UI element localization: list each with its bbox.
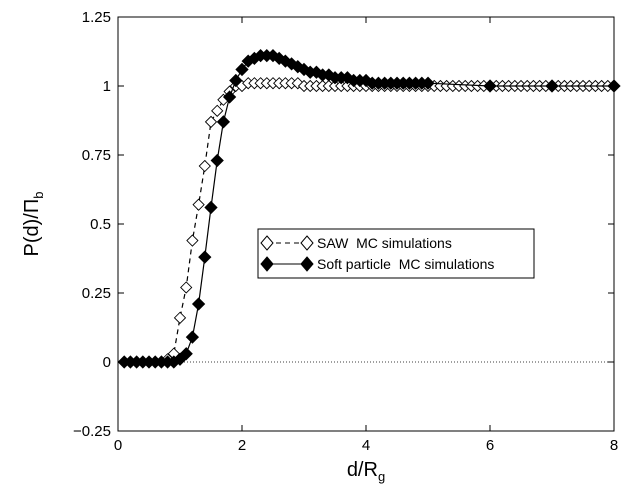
soft-particle-point [198,250,212,264]
legend: SAW MC simulations Soft particle MC simu… [257,228,535,279]
saw-point [192,198,205,211]
y-tick-label: −0.25 [73,423,111,440]
legend-marker-soft-right [300,256,314,272]
y-tick-label: 0.25 [82,285,111,302]
legend-marker-saw-right [300,235,314,251]
soft-particle-point [483,79,497,93]
x-tick-label: 4 [362,437,370,454]
y-tick-label: 1 [103,78,111,95]
soft-particle-point [216,115,231,129]
saw-point [173,311,187,324]
legend-label-soft: Soft particle MC simulations [317,256,494,272]
soft-particle-point [204,200,218,215]
soft-particle-point [179,347,193,361]
y-tick-label: 0.5 [90,216,111,233]
y-axis-title: P(d)/Πb [21,191,46,256]
saw-point [180,281,193,294]
y-tick-label: 0.75 [82,147,111,164]
soft-particle-point [191,297,206,311]
x-tick-label: 2 [238,437,246,454]
y-tick-label: 1.25 [82,9,111,26]
soft-particle-point [607,79,621,93]
soft-particle-point [222,90,237,104]
legend-label-saw: SAW MC simulations [317,235,452,251]
saw-point [186,234,199,247]
saw-point [198,159,211,173]
soft-particle-point [278,54,293,68]
saw-point [211,104,224,117]
soft-particle-point [210,153,224,168]
soft-particle-point [185,330,200,344]
x-axis-title: d/Rg [347,459,385,484]
soft-particle-point [421,76,435,90]
y-axis-title-sub: b [31,191,46,198]
saw-point [204,115,218,129]
soft-particle-point [545,79,559,93]
soft-particle-point [229,73,243,88]
y-tick-label: 0 [103,354,111,371]
x-tick-label: 8 [610,437,618,454]
x-tick-label: 6 [486,437,494,454]
series-layer [117,49,621,369]
legend-marker-soft-left [260,256,274,272]
x-axis-title-sub: g [378,469,385,484]
x-tick-label: 0 [114,437,122,454]
legend-marker-saw-left [260,235,274,251]
legend-box [257,228,535,279]
series-line-0 [124,82,614,363]
soft-particle-point [235,62,249,77]
